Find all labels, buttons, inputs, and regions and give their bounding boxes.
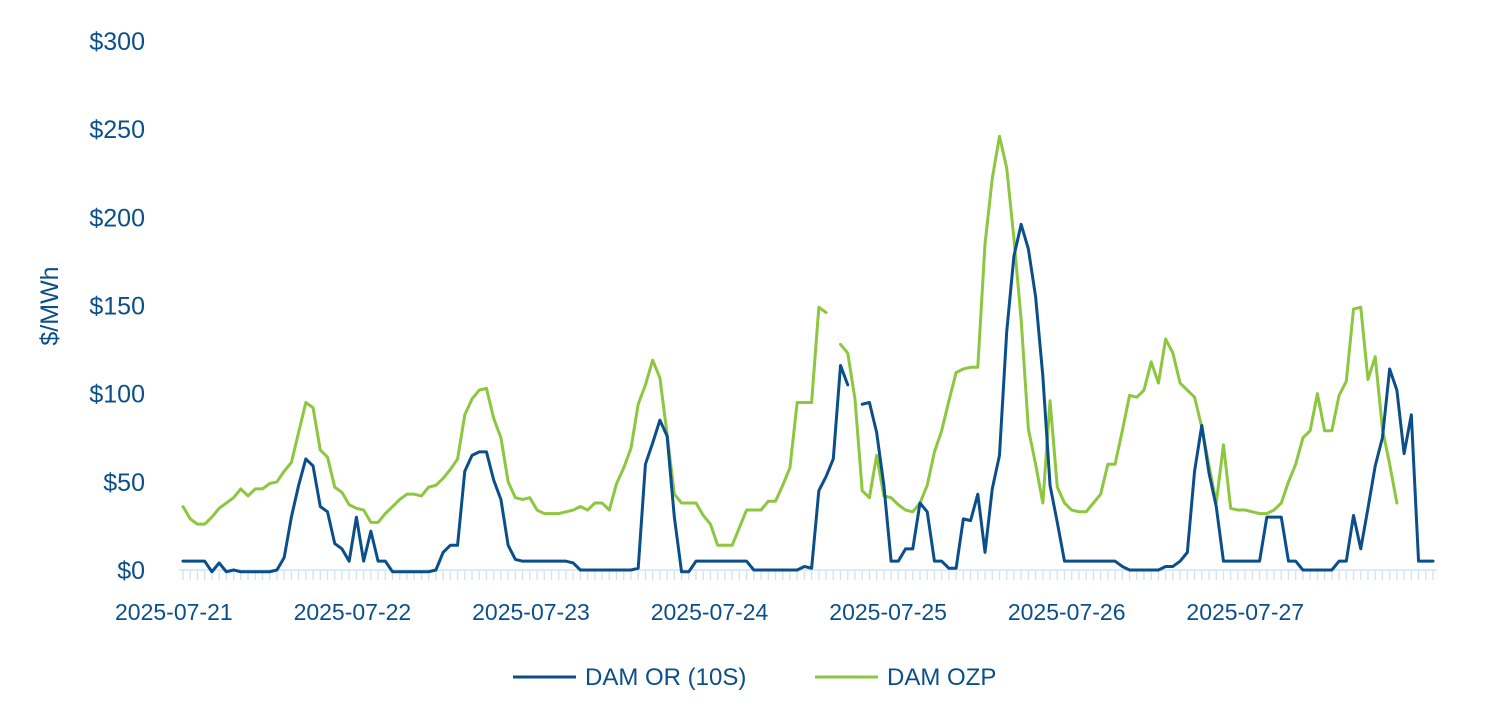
x-minor-ticks <box>182 571 1434 580</box>
y-tick-label: $50 <box>103 469 145 497</box>
series-line-1 <box>181 134 1399 547</box>
y-tick-label: $0 <box>117 557 145 585</box>
x-tick-label: 2025-07-24 <box>651 599 769 625</box>
x-axis: 2025-07-21 2025-07-22 2025-07-23 2025-07-24… <box>115 569 1437 625</box>
x-tick-label: 2025-07-25 <box>829 599 947 625</box>
legend-label-0: DAM OR (10S) <box>585 664 746 691</box>
y-axis: $/MWh $0 $50 $100 $150 $200 $250 $300 <box>36 28 145 585</box>
y-axis-label: $/MWh <box>36 266 64 345</box>
y-tick-label: $200 <box>89 204 145 232</box>
x-tick-label: 2025-07-26 <box>1008 599 1126 625</box>
y-tick-label: $250 <box>89 116 145 144</box>
series-line-0 <box>181 222 1435 574</box>
x-tick-label: 2025-07-27 <box>1186 599 1304 625</box>
x-tick-label: 2025-07-23 <box>472 599 590 625</box>
x-tick-label: 2025-07-22 <box>294 599 412 625</box>
legend-label-1: DAM OZP <box>887 664 996 691</box>
legend: DAM OR (10S) DAM OZP <box>513 664 996 691</box>
y-tick-labels: $0 $50 $100 $150 $200 $250 $300 <box>89 28 145 585</box>
y-tick-label: $150 <box>89 293 145 321</box>
series-layer <box>181 134 1435 574</box>
x-tick-labels: 2025-07-21 2025-07-22 2025-07-23 2025-07-24… <box>115 599 1304 625</box>
y-tick-label: $100 <box>89 381 145 409</box>
x-tick-label: 2025-07-21 <box>115 599 233 625</box>
y-tick-label: $300 <box>89 28 145 56</box>
